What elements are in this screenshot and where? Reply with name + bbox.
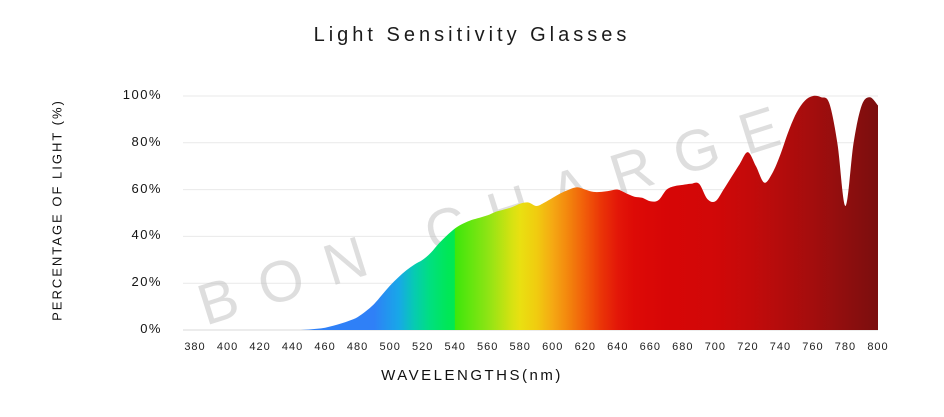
x-tick-label: 660 [639, 341, 661, 353]
x-tick-label: 720 [737, 341, 759, 353]
y-tick-label: 0% [140, 321, 162, 336]
x-tick-label: 440 [281, 341, 304, 353]
x-tick-label: 560 [477, 341, 499, 353]
y-tick-label: 20% [131, 274, 162, 290]
x-tick-label: 540 [444, 341, 466, 353]
x-tick-label: 760 [802, 341, 824, 353]
x-tick-label: 500 [379, 341, 401, 353]
chart-title: Light Sensitivity Glasses [313, 24, 631, 46]
x-tick-label: 580 [509, 341, 531, 353]
y-tick-label: 40% [131, 227, 162, 243]
x-tick-label: 620 [574, 341, 596, 353]
x-tick-label: 680 [672, 341, 694, 353]
x-tick-label: 800 [867, 341, 889, 353]
y-tick-label: 100% [122, 87, 162, 102]
y-tick-label: 80% [131, 133, 162, 149]
x-tick-label: 600 [542, 341, 564, 353]
x-tick-label: 480 [346, 341, 369, 353]
x-tick-label: 700 [704, 341, 727, 353]
y-tick-label: 60% [131, 180, 162, 196]
x-tick-label: 460 [314, 341, 336, 353]
x-tick-label: 420 [249, 341, 271, 353]
x-tick-label: 740 [769, 341, 792, 353]
spectrum-area [195, 95, 878, 330]
x-tick-label: 780 [834, 341, 857, 353]
x-tick-label: 520 [411, 341, 434, 353]
y-axis-title: PERCENTAGE OF LIGHT (%) [49, 99, 65, 321]
x-tick-label: 640 [607, 341, 629, 353]
x-tick-label: 400 [216, 341, 239, 353]
x-axis-title: WAVELENGTHS(nm) [381, 367, 563, 384]
x-tick-label: 380 [184, 341, 206, 353]
